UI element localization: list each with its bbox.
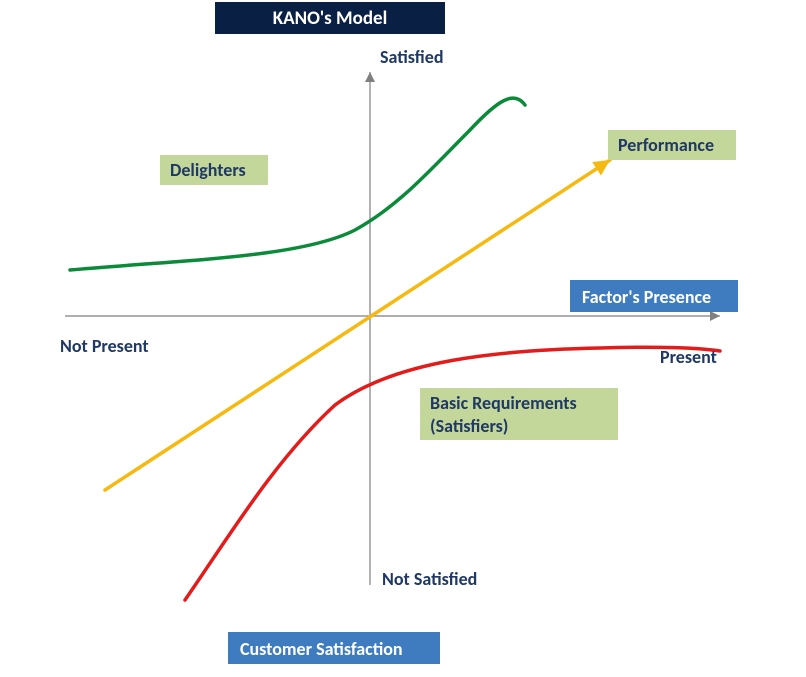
x-axis-title: Factor's Presence (570, 280, 738, 312)
kano-diagram: KANO's Model Customer Satisfaction Facto… (0, 0, 806, 677)
axis-label-present: Present (660, 346, 717, 368)
y-axis-title: Customer Satisfaction (228, 632, 440, 664)
delighters-curve (70, 98, 525, 270)
performance-label: Performance (608, 130, 736, 160)
basic-requirements-label: Basic Requirements (Satisfiers) (420, 388, 618, 440)
axis-label-satisfied: Satisfied (380, 46, 444, 68)
diagram-title: KANO's Model (215, 2, 445, 34)
axis-label-not-present: Not Present (60, 335, 149, 357)
delighters-label: Delighters (160, 155, 268, 185)
performance-line (105, 160, 610, 490)
axis-label-not-satisfied: Not Satisfied (382, 568, 477, 590)
